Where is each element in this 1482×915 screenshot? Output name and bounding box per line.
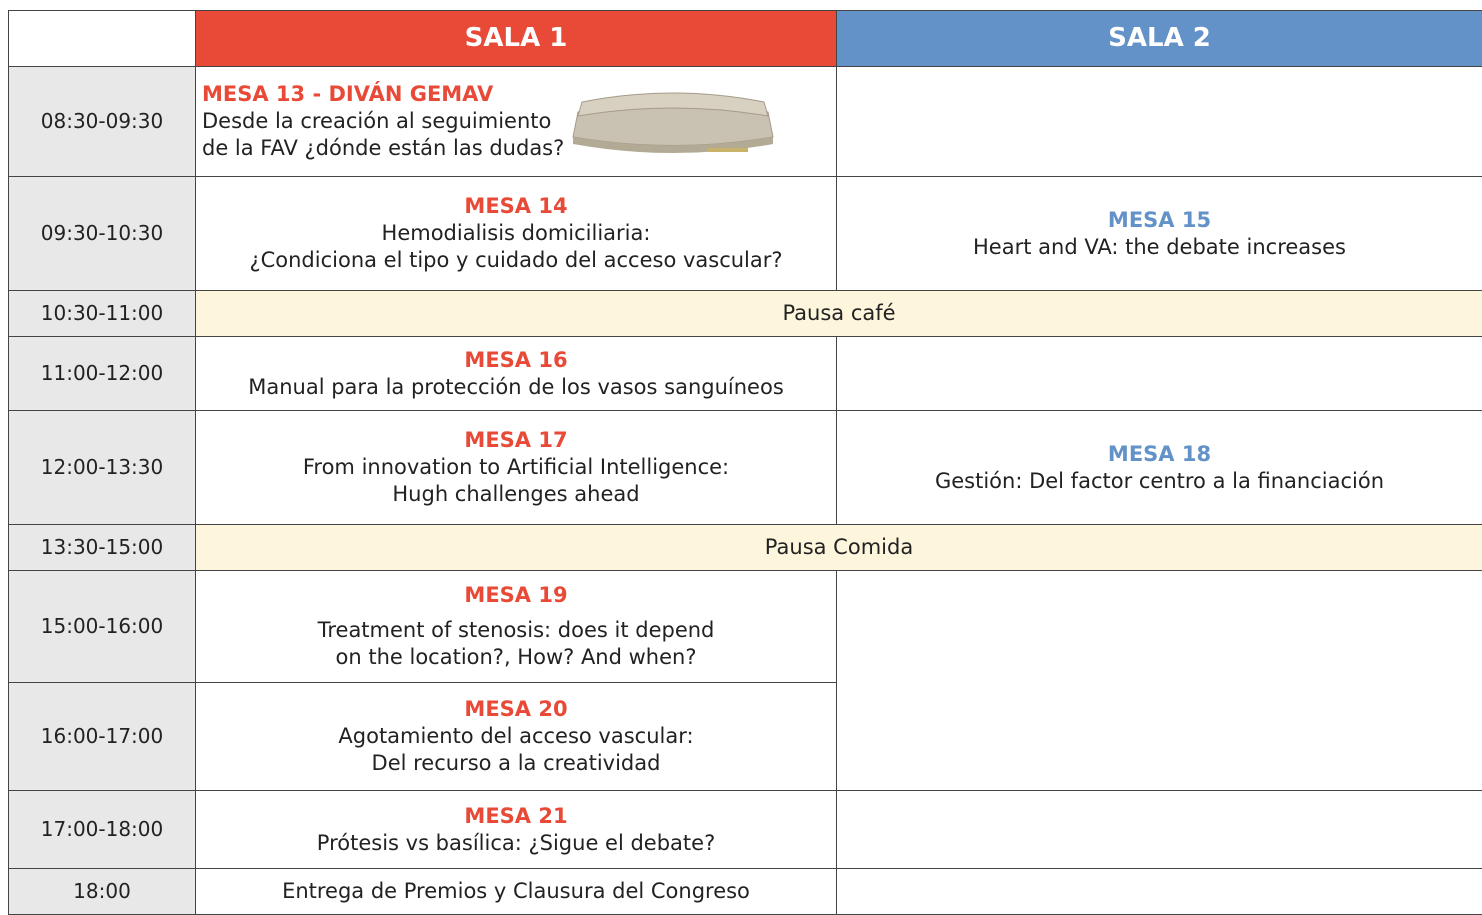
- session-line: Treatment of stenosis: does it depend: [202, 617, 830, 644]
- session-line: on the location?, How? And when?: [202, 644, 830, 671]
- session-title: MESA 20: [202, 696, 830, 723]
- session-line: Hemodialisis domiciliaria:: [202, 220, 830, 247]
- session: MESA 20 Agotamiento del acceso vascular:…: [196, 683, 837, 791]
- row: 17:00-18:00 MESA 21 Prótesis vs basílica…: [9, 791, 1482, 869]
- session: MESA 15 Heart and VA: the debate increas…: [837, 177, 1482, 291]
- session: MESA 21 Prótesis vs basílica: ¿Sigue el …: [196, 791, 837, 869]
- time: 11:00-12:00: [9, 337, 196, 411]
- time: 13:30-15:00: [9, 525, 196, 571]
- empty-cell: [837, 571, 1482, 791]
- session-content: MESA 13 - DIVÁN GEMAV Desde la creación …: [202, 81, 830, 162]
- session-line: Manual para la protección de los vasos s…: [202, 374, 830, 401]
- session: MESA 19 Treatment of stenosis: does it d…: [196, 571, 837, 683]
- row: 10:30-11:00 Pausa café: [9, 291, 1482, 337]
- time: 17:00-18:00: [9, 791, 196, 869]
- empty-cell: [837, 869, 1482, 915]
- session-line: From innovation to Artificial Intelligen…: [202, 454, 830, 481]
- session-title: MESA 17: [202, 427, 830, 454]
- pause: Pausa Comida: [196, 525, 1482, 571]
- row: 08:30-09:30 MESA 13 - DIVÁN GEMAV Desde …: [9, 67, 1482, 177]
- row: 18:00 Entrega de Premios y Clausura del …: [9, 869, 1482, 915]
- time: 08:30-09:30: [9, 67, 196, 177]
- session-line: Agotamiento del acceso vascular:: [202, 723, 830, 750]
- row: 11:00-12:00 MESA 16 Manual para la prote…: [9, 337, 1482, 411]
- row: 15:00-16:00 MESA 19 Treatment of stenosi…: [9, 571, 1482, 683]
- session-line: Del recurso a la creatividad: [202, 750, 830, 777]
- session: MESA 14 Hemodialisis domiciliaria: ¿Cond…: [196, 177, 837, 291]
- time: 16:00-17:00: [9, 683, 196, 791]
- session: MESA 13 - DIVÁN GEMAV Desde la creación …: [196, 67, 837, 177]
- session: MESA 18 Gestión: Del factor centro a la …: [837, 411, 1482, 525]
- time: 18:00: [9, 869, 196, 915]
- corner: [9, 11, 196, 67]
- session-title: MESA 14: [202, 193, 830, 220]
- empty-cell: [837, 337, 1482, 411]
- session-title: MESA 19: [202, 582, 830, 609]
- session-text: MESA 13 - DIVÁN GEMAV Desde la creación …: [202, 81, 564, 162]
- row: 13:30-15:00 Pausa Comida: [9, 525, 1482, 571]
- time: 15:00-16:00: [9, 571, 196, 683]
- session-line: Prótesis vs basílica: ¿Sigue el debate?: [202, 830, 830, 857]
- time: 10:30-11:00: [9, 291, 196, 337]
- session-line: Hugh challenges ahead: [202, 481, 830, 508]
- session-line: ¿Condiciona el tipo y cuidado del acceso…: [202, 247, 830, 274]
- session-title: MESA 13 - DIVÁN GEMAV: [202, 81, 564, 108]
- session-title: MESA 15: [843, 207, 1476, 234]
- session-line: Entrega de Premios y Clausura del Congre…: [202, 878, 830, 905]
- session-line: de la FAV ¿dónde están las dudas?: [202, 135, 564, 162]
- empty-cell: [837, 791, 1482, 869]
- column-header: SALA 2: [837, 11, 1482, 67]
- empty-cell: [837, 67, 1482, 177]
- header-row: SALA 1 SALA 2: [9, 11, 1482, 67]
- session-line: Desde la creación al seguimiento: [202, 108, 564, 135]
- session: MESA 16 Manual para la protección de los…: [196, 337, 837, 411]
- time: 12:00-13:30: [9, 411, 196, 525]
- row: 12:00-13:30 MESA 17 From innovation to A…: [9, 411, 1482, 525]
- column-header: SALA 1: [196, 11, 837, 67]
- session: Entrega de Premios y Clausura del Congre…: [196, 869, 837, 915]
- session-title: MESA 18: [843, 441, 1476, 468]
- session-line: Gestión: Del factor centro a la financia…: [843, 468, 1476, 495]
- session-line: Heart and VA: the debate increases: [843, 234, 1476, 261]
- session-title: MESA 21: [202, 803, 830, 830]
- time: 09:30-10:30: [9, 177, 196, 291]
- session: MESA 17 From innovation to Artificial In…: [196, 411, 837, 525]
- sofa-image: [568, 82, 778, 162]
- row: 09:30-10:30 MESA 14 Hemodialisis domicil…: [9, 177, 1482, 291]
- schedule-table: SALA 1 SALA 2 08:30-09:30 MESA 13 - DIVÁ…: [8, 10, 1482, 915]
- pause: Pausa café: [196, 291, 1482, 337]
- session-title: MESA 16: [202, 347, 830, 374]
